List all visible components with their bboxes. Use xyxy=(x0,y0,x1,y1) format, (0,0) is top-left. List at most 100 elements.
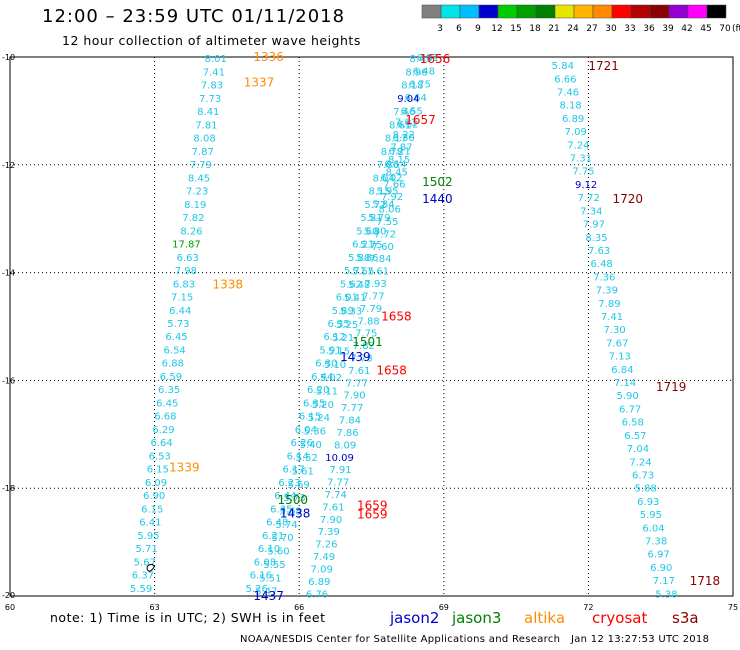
swh-value: 6.15 xyxy=(299,412,321,423)
swh-value: 5.89 xyxy=(332,306,354,317)
swh-value: 8.22 xyxy=(393,130,415,141)
swh-value: 6.77 xyxy=(619,404,641,415)
swh-value: 5.69 xyxy=(288,480,310,491)
pass-time-label: 1658 xyxy=(376,364,407,378)
colorbar-swatch xyxy=(478,4,499,19)
swh-value: 7.09 xyxy=(311,564,333,575)
swh-value: 6.41 xyxy=(139,518,161,529)
pass-time-label: 1337 xyxy=(244,75,275,89)
swh-value: 5.70 xyxy=(271,533,293,544)
colorbar-swatch xyxy=(668,4,689,19)
colorbar-tick: 39 xyxy=(662,24,674,34)
swh-value: 7.36 xyxy=(593,272,615,283)
swh-value: 6.53 xyxy=(149,451,171,462)
swh-value: 5.51 xyxy=(259,573,281,584)
y-tick-label: -20 xyxy=(2,591,15,600)
swh-value: 7.63 xyxy=(588,246,610,257)
swh-value: 7.92 xyxy=(381,192,403,203)
swh-value: 7.72 xyxy=(578,193,600,204)
pass-time-label: 1437 xyxy=(253,589,284,603)
swh-value: 7.79 xyxy=(190,160,212,171)
swh-value: 5.90 xyxy=(616,391,638,402)
pass-time-label: 1721 xyxy=(588,59,619,73)
colorbar-tick: 27 xyxy=(586,24,597,34)
swh-value: 5.73 xyxy=(284,493,306,504)
swh-value: 6.20 xyxy=(307,385,329,396)
swh-value: 6.09 xyxy=(145,478,167,489)
swh-value: 5.40 xyxy=(300,440,322,451)
swh-value: 5.52 xyxy=(296,453,318,464)
x-tick-label: 66 xyxy=(294,603,304,612)
swh-value: 5.26 xyxy=(246,584,268,595)
colorbar-swatch xyxy=(706,4,727,19)
swh-value: 7.81 xyxy=(195,120,217,131)
swh-value: 5.61 xyxy=(292,467,314,478)
colorbar-tick: 9 xyxy=(475,24,481,34)
swh-value: 7.93 xyxy=(365,279,387,290)
swh-value: 6.68 xyxy=(154,412,176,423)
pass-time-label: 1657 xyxy=(405,113,436,127)
swh-value: 7.91 xyxy=(329,465,351,476)
swh-value: 7.15 xyxy=(171,293,193,304)
swh-value: 7.73 xyxy=(350,353,372,364)
swh-value: 6.02 xyxy=(380,173,402,184)
colorbar-swatch xyxy=(421,4,442,19)
swh-value: 7.90 xyxy=(320,515,342,526)
swh-value: 7.38 xyxy=(645,536,667,547)
map-subtitle: 12 hour collection of altimeter wave hei… xyxy=(62,33,361,48)
swh-value: 6.10 xyxy=(258,544,280,555)
swh-value: 7.14 xyxy=(614,378,636,389)
colorbar-swatch xyxy=(630,4,651,19)
swh-value: 6.35 xyxy=(158,385,180,396)
swh-value: 6.01 xyxy=(336,293,358,304)
colorbar-swatch xyxy=(649,4,670,19)
swh-value: 6.29 xyxy=(152,425,174,436)
credit-text: NOAA/NESDIS Center for Satellite Applica… xyxy=(240,634,561,645)
plot-frame xyxy=(9,56,734,597)
swh-value: 7.13 xyxy=(609,352,631,363)
swh-value: 5.41 xyxy=(344,293,366,304)
colorbar-tick: 3 xyxy=(437,24,443,34)
swh-value: 5.71 xyxy=(136,544,158,555)
pass-time-label: 1659 xyxy=(357,508,388,522)
mission-label-jason2: jason2 xyxy=(390,609,440,627)
swh-value: 6.76 xyxy=(306,589,328,600)
swh-value: 7.79 xyxy=(360,304,382,315)
colorbar-tick: 12 xyxy=(491,24,502,34)
swh-value: 5.21 xyxy=(332,333,354,344)
swh-value: 6.37 xyxy=(132,571,154,582)
swh-value: 5.95 xyxy=(137,531,159,542)
swh-value: 7.30 xyxy=(603,325,625,336)
swh-value: 8.41 xyxy=(197,107,219,118)
colorbar-swatch xyxy=(516,4,537,19)
swh-value: 5.80 xyxy=(348,253,370,264)
swh-value: 8.35 xyxy=(585,233,607,244)
x-tick-label: 72 xyxy=(583,603,593,612)
colorbar-tick: 6 xyxy=(456,24,462,34)
swh-value: 6.14 xyxy=(384,160,406,171)
swh-value: 8.43 xyxy=(409,54,431,65)
colorbar-tick: 24 xyxy=(567,24,579,34)
swh-value: 8.45 xyxy=(188,173,210,184)
swh-value: 8.15 xyxy=(369,187,391,198)
swh-value: 7.46 xyxy=(557,87,579,98)
swh-value: 7.77 xyxy=(341,403,363,414)
colorbar-swatch xyxy=(592,4,613,19)
swh-value: 7.26 xyxy=(315,540,337,551)
pass-time-label: 1438 xyxy=(280,506,311,520)
swh-value: 7.89 xyxy=(598,299,620,310)
swh-value: 9.12 xyxy=(575,180,597,191)
y-tick-label: -18 xyxy=(2,484,15,493)
colorbar-tick: 15 xyxy=(510,24,521,34)
colorbar-swatch xyxy=(687,4,708,19)
swh-value: 7.86 xyxy=(336,428,358,439)
swh-value: 8.06 xyxy=(379,205,401,216)
swh-value: 5.55 xyxy=(263,560,285,571)
swh-value: 8.04 xyxy=(373,173,395,184)
swh-value: 6.04 xyxy=(642,523,664,534)
swh-value: 6.83 xyxy=(173,279,195,290)
swh-value: 7.24 xyxy=(629,457,651,468)
swh-value: 8.01 xyxy=(205,54,227,65)
swh-value: 7.77 xyxy=(327,478,349,489)
